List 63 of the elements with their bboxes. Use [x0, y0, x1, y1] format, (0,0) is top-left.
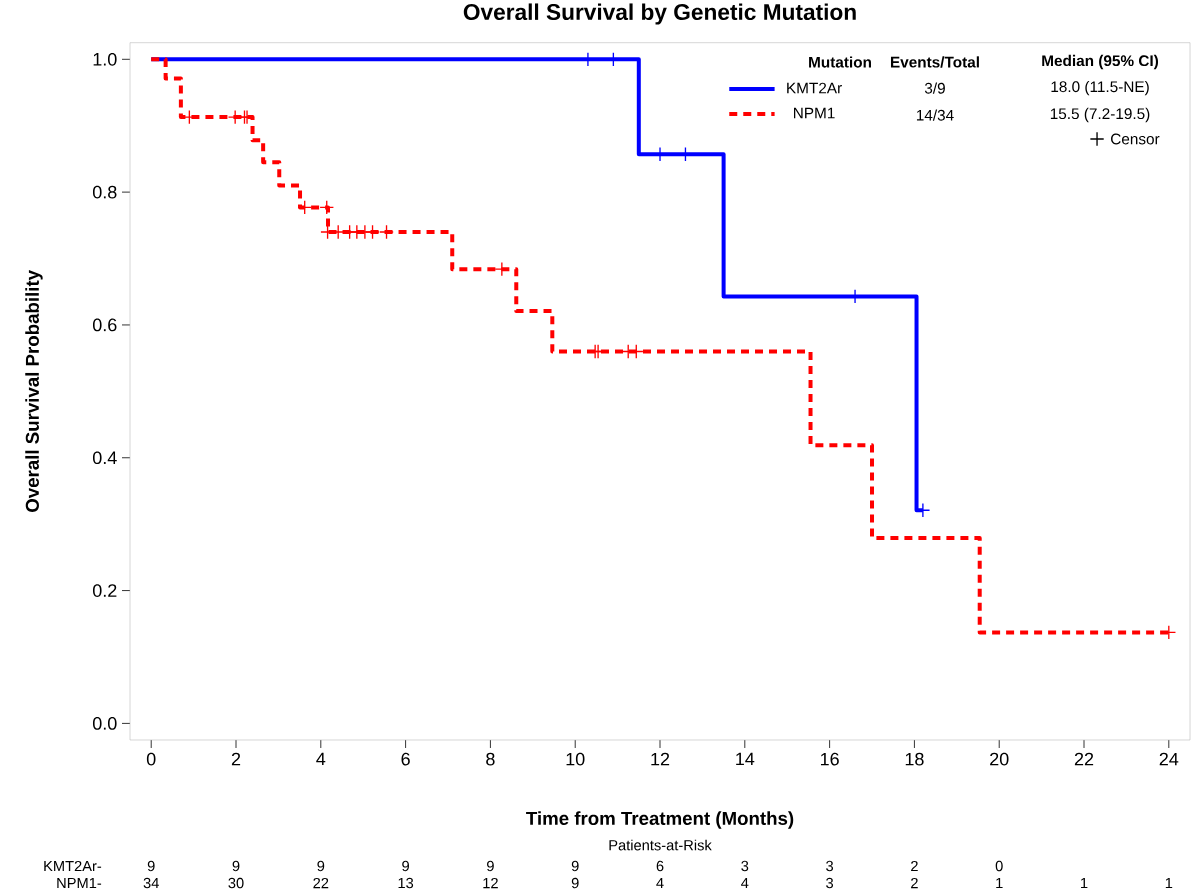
text: 13 [398, 877, 414, 889]
legend-title: Mutation [809, 56, 871, 68]
x-tick-label: 16 [820, 752, 839, 766]
point [319, 200, 335, 215]
annotation: 15.5 (7.2-19.5) [1050, 107, 1150, 123]
text: 30 [228, 877, 244, 889]
y-axis-title: Overall Survival Probability [25, 270, 43, 512]
x-tick-label: 14 [736, 752, 755, 766]
text: 4 [656, 877, 664, 889]
text: 3 [741, 860, 749, 872]
x-tick-label: 24 [1159, 752, 1179, 766]
text: 9 [402, 860, 409, 872]
x-tick-label: 2 [231, 752, 241, 766]
text: 2 [911, 877, 918, 889]
y-tick-label: 0.6 [92, 318, 117, 332]
text: 9 [232, 860, 240, 872]
text: 9 [571, 860, 579, 872]
y-tick-label: 1.0 [93, 52, 117, 66]
text: KMT2Ar- [44, 860, 102, 872]
point [297, 200, 313, 215]
y-tick-label: 0.0 [92, 717, 117, 730]
text: 2 [911, 860, 918, 872]
text: 9 [571, 877, 579, 889]
text: 3 [826, 860, 834, 872]
annotation: Censor [1111, 133, 1160, 145]
text: 6 [656, 860, 664, 872]
annotation: 14/34 [916, 109, 954, 121]
text: 9 [317, 860, 325, 872]
y-tick-label: 0.2 [92, 584, 117, 597]
y-tick-label: 0.8 [92, 185, 117, 199]
annotation: Events/Total [890, 56, 979, 68]
x-tick-label: 20 [990, 752, 1009, 766]
text: 1 [996, 877, 1003, 889]
chart-title: Overall Survival by Genetic Mutation [463, 3, 856, 25]
text: 0 [995, 860, 1003, 872]
x-tick-label: 18 [905, 752, 924, 766]
x-axis-title: Time from Treatment (Months) [526, 811, 794, 829]
text: 9 [147, 860, 155, 872]
text: 1 [1165, 877, 1173, 889]
legend-label: NPM1 [794, 107, 835, 119]
y-tick-label: 0.4 [92, 451, 117, 465]
x-tick-label: 10 [566, 752, 585, 766]
annotation: 3/9 [924, 82, 945, 94]
text: 3 [826, 877, 834, 889]
text: 34 [143, 877, 159, 889]
text: 22 [313, 877, 329, 889]
x-tick-label: 6 [401, 752, 410, 766]
text: Patients-at-Risk [609, 839, 712, 851]
x-tick-label: 4 [316, 752, 326, 766]
x-tick-label: 8 [486, 752, 495, 766]
text: 9 [487, 860, 494, 872]
text: 12 [483, 877, 498, 889]
point [365, 224, 380, 240]
annotation: 18.0 (11.5-NE) [1051, 80, 1149, 96]
point [379, 224, 394, 240]
text: 1 [1081, 877, 1088, 889]
text: NPM1- [57, 877, 102, 889]
annotation: Median (95% CI) [1042, 54, 1159, 70]
text: 4 [741, 877, 749, 889]
x-tick-label: 22 [1074, 752, 1094, 766]
x-tick-label: 0 [146, 752, 156, 766]
x-tick-label: 12 [651, 752, 670, 766]
legend-label: KMT2Ar [787, 82, 842, 94]
